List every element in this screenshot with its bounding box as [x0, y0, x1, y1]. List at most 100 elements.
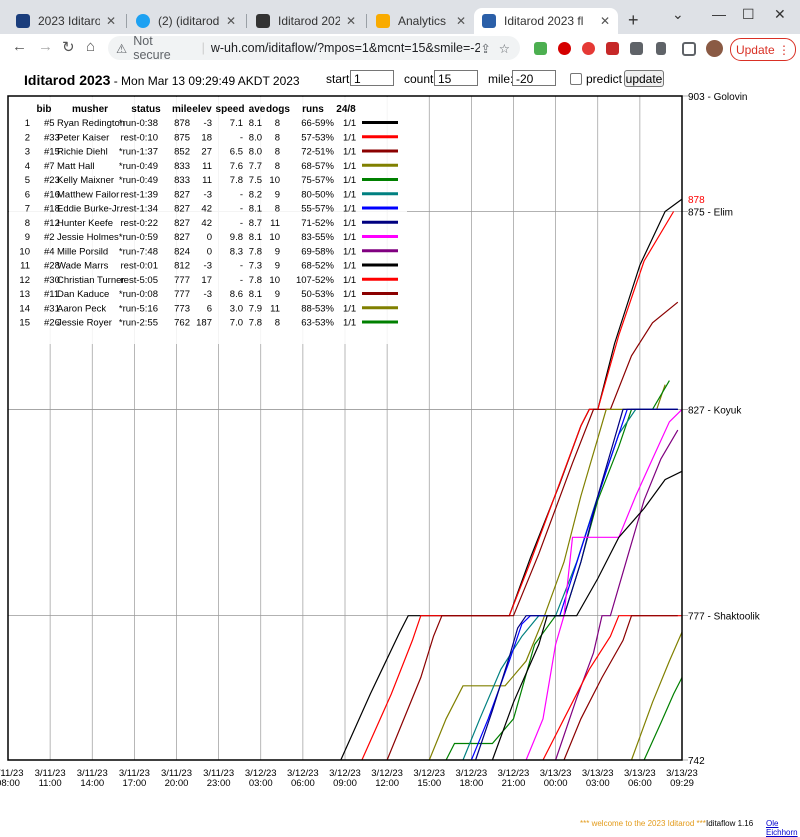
cell-r248: 1/1 — [343, 218, 356, 229]
cell-bib: #12 — [44, 218, 60, 229]
cell-rank: 1 — [25, 118, 30, 129]
cell-bib: #4 — [44, 246, 55, 257]
footer: *** welcome to the 2023 Iditarod *** Idi… — [0, 819, 800, 837]
x-tick-date: 3/13/23 — [624, 768, 656, 779]
twitter-bird-icon — [136, 14, 150, 28]
musher-line — [386, 301, 679, 761]
tab-analytics[interactable]: Analytics ✕ — [368, 8, 474, 34]
x-tick-time: 09:29 — [670, 778, 694, 789]
tab-iditaflow-active[interactable]: Iditarod 2023 fl ✕ — [474, 8, 618, 34]
x-tick-time: 00:00 — [544, 778, 568, 789]
tab-separator — [366, 14, 367, 28]
tab-twitter-search[interactable]: (2) (iditarod OR ✕ — [128, 8, 244, 34]
cell-speed: 6.5 — [230, 147, 243, 158]
tab-close-icon[interactable]: ✕ — [345, 14, 356, 28]
mile-input[interactable]: -20 — [512, 70, 556, 86]
cell-status: *run-5:16 — [119, 303, 158, 314]
cell-ave: 8.0 — [249, 132, 262, 143]
url-divider: | — [201, 41, 205, 55]
cell-dogs: 10 — [269, 175, 280, 186]
address-bar[interactable]: ⚠ Not secure | w-uh.com/iditaflow/?mpos=… — [108, 34, 520, 62]
leader-mile-label: 878 — [688, 195, 705, 206]
count-input[interactable]: 15 — [434, 70, 478, 86]
cell-speed: - — [240, 261, 243, 272]
new-tab-plus-icon[interactable]: + — [628, 10, 639, 30]
browser-update-button[interactable]: Update ⋮ — [730, 38, 796, 61]
cell-runs: 55-57% — [301, 204, 334, 215]
predict-checkbox[interactable] — [570, 73, 582, 85]
tab-favicon-icon — [16, 14, 30, 28]
cell-ave: 8.1 — [249, 289, 262, 300]
cell-musher: Christian Turner — [57, 275, 125, 286]
start-input[interactable]: 1 — [350, 70, 394, 86]
bookmark-star-icon[interactable]: ☆ — [498, 41, 511, 56]
cell-ave: 7.3 — [249, 261, 262, 272]
x-tick-date: 3/12/23 — [413, 768, 445, 779]
cell-dogs: 10 — [269, 232, 280, 243]
cell-status: *run-1:37 — [119, 147, 158, 158]
cell-r248: 1/1 — [343, 318, 356, 329]
musher-line — [445, 380, 670, 761]
analytics-bars-icon — [376, 14, 390, 28]
maximize-icon[interactable]: ☐ — [742, 6, 755, 22]
cell-r248: 1/1 — [343, 189, 356, 200]
reload-icon[interactable]: ↻ — [62, 39, 75, 56]
cell-mile: 878 — [174, 118, 190, 129]
cell-status: *run-0:59 — [119, 232, 158, 243]
x-tick-date: 3/12/23 — [287, 768, 319, 779]
cell-mile: 773 — [174, 303, 190, 314]
tab-iditarod-2023[interactable]: Iditarod 2023 - ✕ — [248, 8, 364, 34]
cell-dogs: 9 — [275, 261, 280, 272]
tab-label: Iditarod 2023 - — [278, 14, 340, 28]
media-control-icon[interactable] — [656, 42, 666, 55]
cell-mile: 777 — [174, 275, 190, 286]
extension-play-icon[interactable] — [582, 42, 595, 55]
cell-r248: 1/1 — [343, 303, 356, 314]
extension-stop-icon[interactable] — [558, 42, 571, 55]
musher-line — [555, 429, 679, 761]
cell-dogs: 8 — [275, 204, 280, 215]
extension-sheets-icon[interactable] — [534, 42, 547, 55]
minimize-icon[interactable]: — — [712, 6, 726, 22]
cell-speed: 3.0 — [230, 303, 243, 314]
tab-close-icon[interactable]: ✕ — [455, 14, 466, 28]
update-button[interactable]: update — [624, 70, 664, 87]
cell-dogs: 8 — [275, 118, 280, 129]
cell-status: rest-1:39 — [121, 189, 159, 200]
extension-pdf-icon[interactable] — [606, 42, 619, 55]
update-button-label: update — [625, 71, 663, 86]
cell-ave: 8.1 — [249, 204, 262, 215]
cell-mile: 827 — [174, 232, 190, 243]
version-label: Iditaflow 1.16 — [706, 819, 754, 828]
table-backdrop — [9, 97, 407, 344]
cell-r248: 1/1 — [343, 275, 356, 286]
tab-close-icon[interactable]: ✕ — [599, 14, 610, 28]
avatar[interactable] — [706, 40, 723, 57]
tab-close-icon[interactable]: ✕ — [225, 14, 236, 28]
url-text[interactable]: w-uh.com/iditaflow/?mpos=1&mcnt=15&smile… — [210, 41, 481, 55]
side-panel-icon[interactable] — [682, 42, 696, 56]
share-icon[interactable]: ⇪ — [480, 41, 491, 56]
cell-ave: 7.5 — [249, 175, 262, 186]
author-link[interactable]: Ole Eichhorn — [766, 819, 798, 837]
extensions-puzzle-icon[interactable] — [630, 42, 643, 55]
tab-search-chevron-icon[interactable]: ⌄ — [672, 6, 684, 22]
forward-arrow-icon[interactable]: → — [38, 38, 53, 55]
cell-speed: - — [240, 204, 243, 215]
cell-mile: 875 — [174, 132, 190, 143]
back-arrow-icon[interactable]: ← — [12, 38, 27, 55]
cell-mile: 777 — [174, 289, 190, 300]
home-icon[interactable]: ⌂ — [86, 38, 96, 55]
musher-line — [643, 677, 683, 761]
x-tick-time: 21:00 — [502, 778, 526, 789]
column-header-status: status — [131, 104, 161, 115]
tab-close-icon[interactable]: ✕ — [105, 14, 116, 28]
cell-rank: 12 — [19, 275, 30, 286]
tab-iditarod-trail[interactable]: 2023 Iditarod Tr ✕ — [8, 8, 124, 34]
update-label: Update — [735, 42, 775, 57]
cell-musher: Richie Diehl — [57, 147, 108, 158]
cell-dogs: 11 — [270, 218, 280, 229]
cell-runs: 88-53% — [301, 303, 334, 314]
x-tick-date: 3/13/23 — [540, 768, 572, 779]
close-window-icon[interactable]: ✕ — [774, 6, 786, 22]
